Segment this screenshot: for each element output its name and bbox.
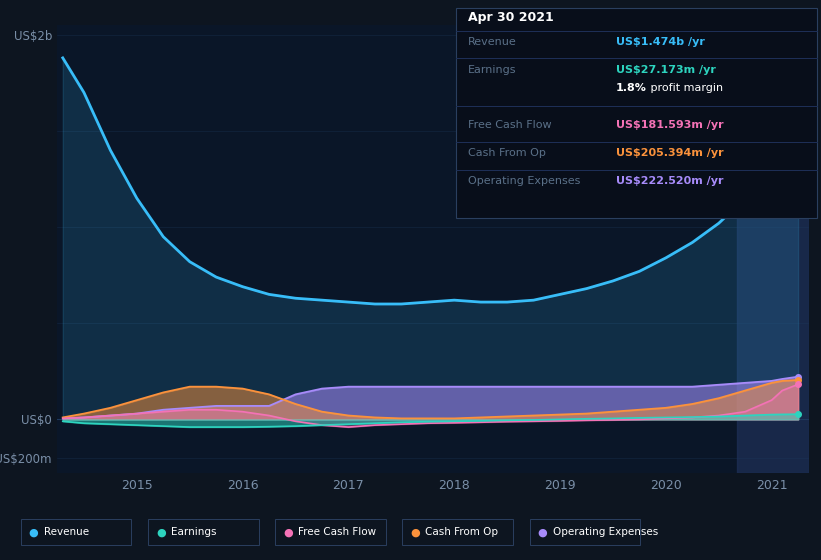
Text: US$222.520m /yr: US$222.520m /yr: [616, 176, 723, 186]
Bar: [736, 25, 809, 473]
Text: US$181.593m /yr: US$181.593m /yr: [616, 120, 723, 130]
Text: ●: ●: [410, 528, 420, 538]
Text: Revenue: Revenue: [468, 37, 516, 47]
Text: profit margin: profit margin: [647, 83, 723, 94]
Text: ●: ●: [156, 528, 166, 538]
Text: Cash From Op: Cash From Op: [468, 148, 546, 158]
Text: 1.8%: 1.8%: [616, 83, 647, 94]
Text: US$205.394m /yr: US$205.394m /yr: [616, 148, 723, 158]
Text: Free Cash Flow: Free Cash Flow: [468, 120, 552, 130]
Text: ●: ●: [283, 528, 293, 538]
Text: Free Cash Flow: Free Cash Flow: [298, 528, 376, 538]
Text: ●: ●: [29, 528, 39, 538]
Text: US$1.474b /yr: US$1.474b /yr: [616, 37, 704, 47]
Text: Earnings: Earnings: [468, 65, 516, 75]
Text: Operating Expenses: Operating Expenses: [468, 176, 580, 186]
Text: ●: ●: [538, 528, 548, 538]
Text: Earnings: Earnings: [171, 528, 216, 538]
Text: Cash From Op: Cash From Op: [425, 528, 498, 538]
Text: US$27.173m /yr: US$27.173m /yr: [616, 65, 716, 75]
Text: Apr 30 2021: Apr 30 2021: [468, 11, 553, 24]
Text: Revenue: Revenue: [44, 528, 89, 538]
Text: Operating Expenses: Operating Expenses: [553, 528, 658, 538]
